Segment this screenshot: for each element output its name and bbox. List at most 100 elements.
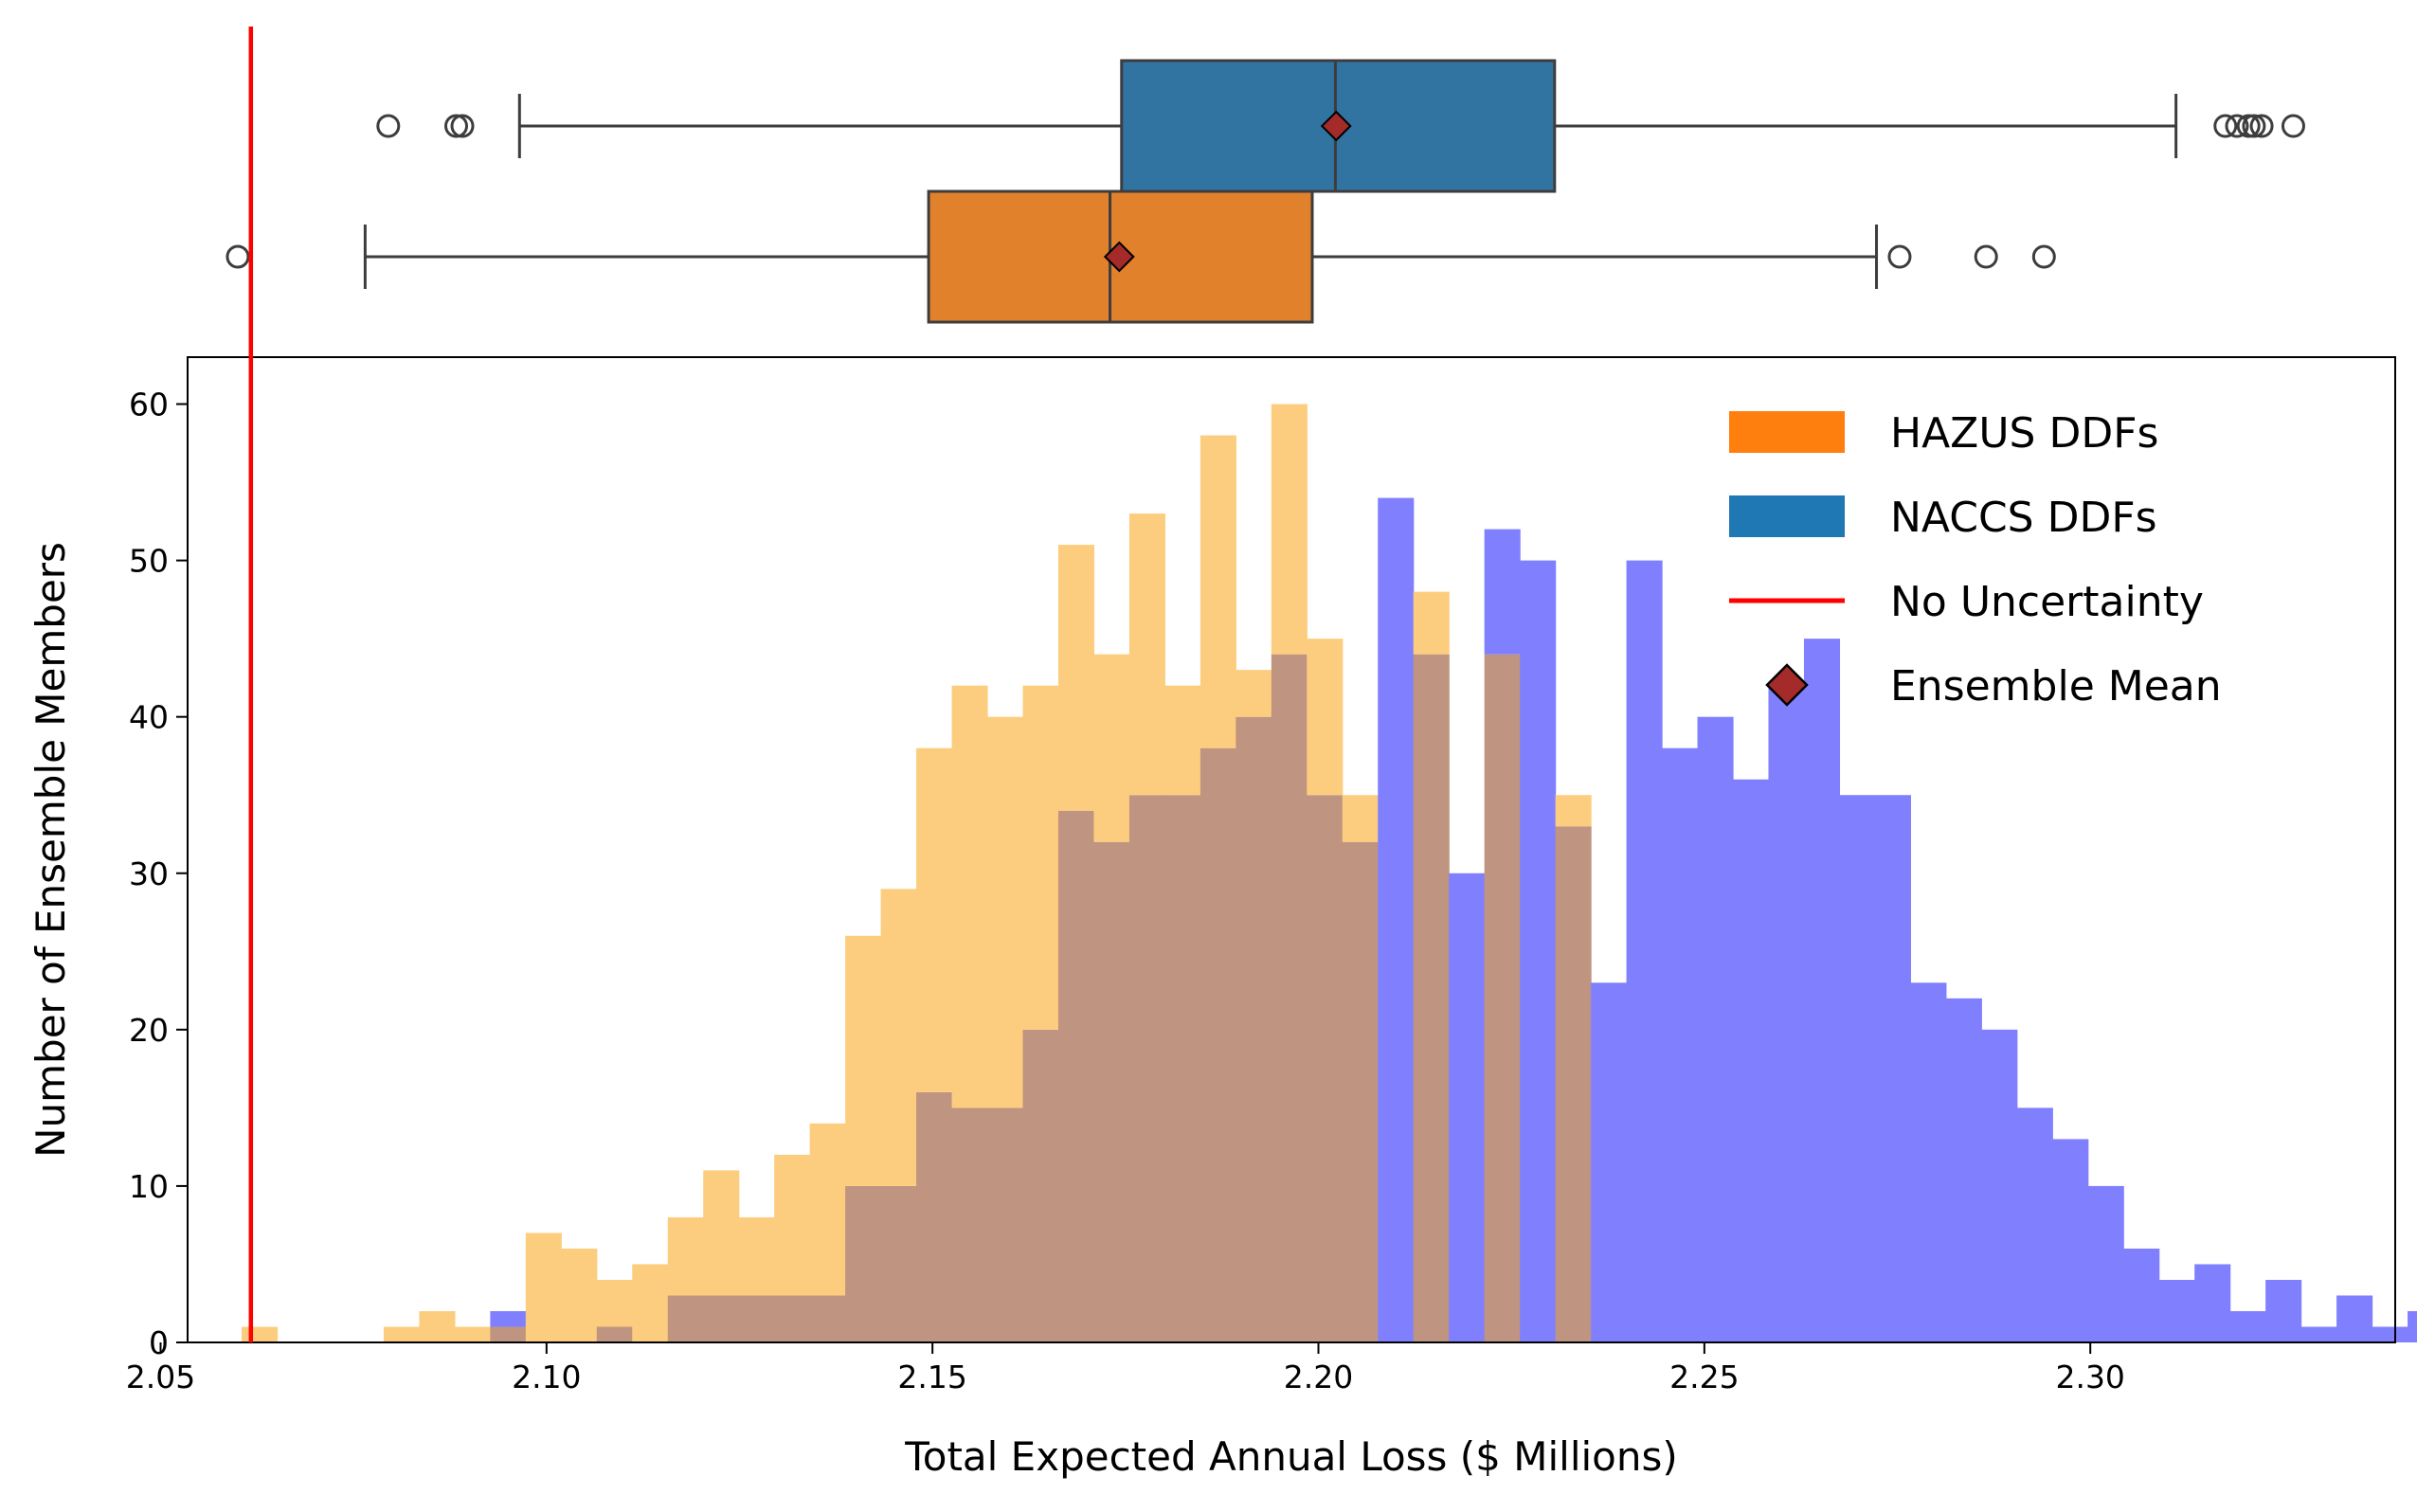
histogram-bar-hazus [1236,670,1272,717]
y-axis-label: Number of Ensemble Members [27,542,74,1158]
legend-label: Ensemble Mean [1890,662,2222,711]
histogram-bar-naccs [1591,982,1628,1342]
histogram-bar-overlap [738,1295,775,1342]
histogram-bar-naccs [1981,1029,2018,1342]
histogram-bar-overlap [1093,841,1130,1342]
histogram-bar-overlap [1022,1029,1059,1342]
legend-entry: NACCS DDFs [1729,494,2157,542]
histogram-bar-hazus [561,1248,598,1342]
histogram-bar-naccs [1697,716,1734,1342]
legend-swatch [1729,411,1845,453]
histogram-bar-overlap [987,1107,1024,1342]
histogram-bar-naccs [2408,1310,2417,1342]
histogram-bar-hazus [1164,685,1201,796]
box-outlier [2213,114,2238,138]
box-mean-diamond [1320,110,1352,142]
histogram-bar-naccs [2087,1185,2124,1342]
histogram-bar-naccs [2300,1326,2337,1342]
histogram-bar-overlap [1199,747,1236,1342]
histogram-bar-naccs [2229,1310,2266,1342]
x-axis-label: Total Expected Annual Loss ($ Millions) [904,1433,1678,1480]
box-outlier [1974,244,1998,269]
x-tick-label: 2.15 [897,1359,966,1395]
histogram-bar-naccs [1378,497,1415,1342]
histogram-bar-overlap [1128,795,1165,1342]
histogram-bar-naccs [1768,685,1805,1342]
histogram-bar-naccs [1839,795,1876,1342]
y-tick-label: 40 [129,699,169,736]
legend-entry: Ensemble Mean [1765,662,2222,711]
histogram-bar-hazus [1128,513,1165,796]
histogram-bar-hazus [916,747,953,1092]
y-tick-label: 60 [129,387,169,423]
histogram-bar-naccs [1733,779,1770,1342]
histogram-bar-overlap [1271,654,1308,1342]
histogram-bar-naccs [2265,1279,2302,1342]
legend-swatch [1729,495,1845,537]
histogram-bar-naccs [2336,1295,2373,1342]
histogram-bar-naccs [2194,1264,2231,1342]
histogram-bar-overlap [1057,810,1095,1342]
histogram-bar-naccs [1910,982,1947,1342]
plot-frame [187,356,2396,1343]
x-tick-label: 2.30 [2055,1359,2124,1395]
histogram-bar-hazus [1199,435,1236,748]
histogram-bar-overlap [1307,795,1344,1342]
histogram-bar-hazus [845,935,882,1186]
histogram-bar-naccs [2016,1107,2053,1342]
histogram-bar-hazus [525,1233,562,1342]
box-outlier [2242,114,2266,138]
histogram-bar-hazus [880,889,917,1186]
histogram-bar-overlap [809,1295,846,1342]
histogram-bar-naccs [1520,560,1557,1342]
box-mean-diamond [1103,241,1135,273]
histogram-bar-hazus [774,1154,811,1296]
histogram-bar-naccs [2123,1248,2160,1342]
box-outlier [2249,114,2274,138]
y-tick-label: 10 [129,1168,169,1205]
x-tick-label: 2.20 [1284,1359,1353,1395]
histogram-bar-hazus [632,1264,669,1342]
boxplot-naccs [376,59,2305,193]
histogram-bar-overlap [845,1185,882,1342]
histogram-bar-overlap [951,1107,988,1342]
histogram-bar-naccs [1449,873,1486,1342]
box-outlier [2225,114,2249,138]
x-tick-label: 2.05 [126,1359,195,1395]
histogram-bar-hazus [951,685,988,1108]
histogram-bar-overlap [667,1295,704,1342]
histogram-bar-hazus [1342,795,1379,842]
x-tick-label: 2.25 [1669,1359,1739,1395]
histogram-bar-overlap [1555,826,1592,1342]
legend-swatch [1765,663,1809,707]
legend-entry: HAZUS DDFs [1729,409,2158,458]
histogram-bar-hazus [1413,591,1450,655]
histogram-bar-overlap [703,1295,740,1342]
histogram-bar-hazus [1271,404,1308,655]
histogram-bar-overlap [596,1326,633,1342]
histogram-bar-naccs [1662,747,1699,1342]
y-axis: 0 10 20 30 40 50 60 [129,387,188,1361]
y-tick-label: 30 [129,855,169,892]
histogram-bar-hazus [1307,639,1344,796]
histogram-bar-hazus [596,1279,633,1327]
histogram-bar-hazus [703,1170,740,1296]
histogram-bar-naccs [2158,1279,2195,1342]
histogram-bar-overlap [1342,841,1379,1342]
legend: HAZUS DDFs NACCS DDFs No Uncertainty Ensemb… [1729,409,2222,711]
histogram-bar-overlap [916,1091,953,1342]
histogram-bar-hazus [809,1123,846,1296]
histogram-bar-overlap [1236,716,1272,1342]
histogram-bar-naccs [1874,795,1911,1342]
histogram-bar-hazus [242,1326,279,1342]
box-outlier [450,114,475,138]
histogram-bars [242,404,2417,1342]
histogram-bar-overlap [1413,654,1450,1342]
histogram-bar-hazus [667,1216,704,1296]
legend-entry: No Uncertainty [1729,578,2204,626]
histogram-bar-hazus [419,1310,456,1342]
histogram-bar-hazus [454,1326,491,1342]
x-axis: 2.05 2.10 2.15 2.20 2.25 2.30 [126,1342,2125,1395]
histogram-bar-naccs [2052,1139,2089,1342]
histogram-bar-naccs [490,1310,527,1327]
